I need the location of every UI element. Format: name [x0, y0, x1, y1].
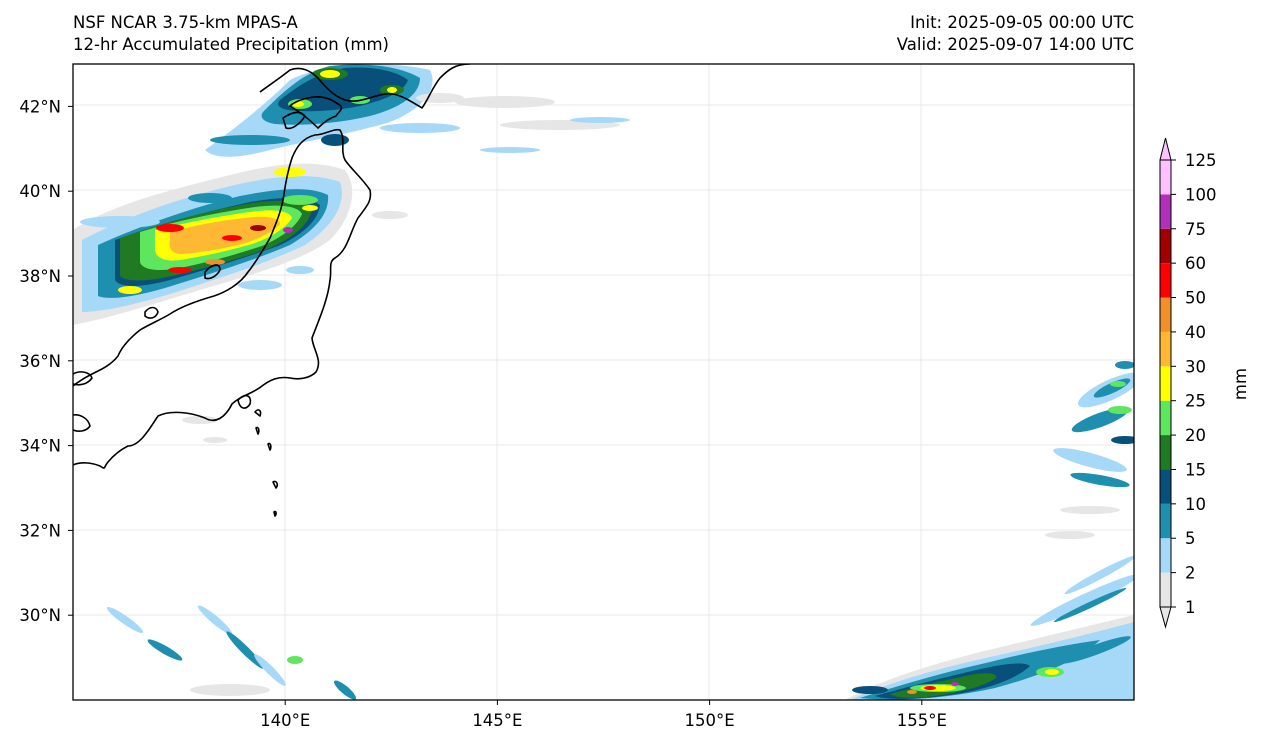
colorbar-swatch — [1160, 194, 1171, 229]
colorbar-swatch — [1160, 503, 1171, 539]
colorbar-tick-label: 5 — [1185, 529, 1196, 548]
colorbar-swatch — [1160, 572, 1171, 607]
colorbar-tick-label: 40 — [1185, 323, 1206, 342]
colorbar-swatch — [1160, 160, 1171, 195]
lat-tick-label: 42°N — [19, 97, 61, 116]
lon-tick-label: 150°E — [685, 711, 735, 730]
colorbar-swatch — [1160, 297, 1171, 332]
precip-north-japan — [73, 163, 408, 325]
colorbar-tick-label: 50 — [1185, 289, 1206, 308]
colorbar-swatch — [1160, 331, 1171, 367]
lon-tick-label: 145°E — [472, 711, 522, 730]
map-frame — [72, 63, 1135, 701]
lat-tick-label: 36°N — [19, 352, 61, 371]
init-time: Init: 2025-09-05 00:00 UTC — [910, 13, 1134, 32]
colorbar-extend-high — [1159, 137, 1172, 161]
longitude-ticks: 140°E 145°E 150°E 155°E — [260, 700, 947, 730]
map-plot-area — [73, 64, 1134, 700]
colorbar-frame — [1159, 159, 1172, 608]
colorbar-swatch — [1160, 435, 1171, 470]
colorbar-tick-label: 1 — [1185, 598, 1196, 617]
colorbar-swatch — [1160, 538, 1171, 573]
colorbar-tick-label: 75 — [1185, 220, 1206, 239]
precip-southeast — [845, 555, 1134, 700]
colorbar-swatch — [1160, 400, 1171, 436]
lat-tick-label: 38°N — [19, 267, 61, 286]
colorbar-swatch — [1160, 366, 1171, 401]
colorbar-tick-label: 100 — [1185, 185, 1217, 204]
lat-tick-label: 30°N — [19, 606, 61, 625]
colorbar-tick-label: 20 — [1185, 426, 1206, 445]
coastlines — [73, 64, 471, 517]
colorbar-tick-label: 60 — [1185, 254, 1206, 273]
map-subtitle: 12-hr Accumulated Precipitation (mm) — [73, 35, 389, 54]
lon-tick-label: 140°E — [260, 711, 310, 730]
colorbar-tick-label: 15 — [1185, 460, 1206, 479]
colorbar-tick-label: 25 — [1185, 392, 1206, 411]
colorbar-tick-label: 30 — [1185, 357, 1206, 376]
colorbar-extend-low — [1159, 606, 1172, 629]
precip-east-edge — [1045, 361, 1134, 539]
precip-hokkaido — [205, 64, 630, 157]
latitude-ticks: 42°N 40°N 38°N 36°N 34°N 32°N 30°N — [19, 97, 73, 625]
lat-tick-label: 40°N — [19, 182, 61, 201]
colorbar-swatch — [1160, 263, 1171, 298]
lat-tick-label: 32°N — [19, 521, 61, 540]
colorbar-unit-label: mm — [1231, 368, 1250, 400]
colorbar-swatch — [1160, 469, 1171, 504]
colorbar-tick-label: 10 — [1185, 495, 1206, 514]
lon-tick-label: 155°E — [897, 711, 947, 730]
lat-tick-label: 34°N — [19, 437, 61, 456]
colorbar-tick-label: 125 — [1185, 151, 1217, 170]
valid-time: Valid: 2025-09-07 14:00 UTC — [896, 35, 1134, 54]
colorbar-tick-label: 2 — [1185, 564, 1196, 583]
precip-southwest — [106, 416, 357, 700]
colorbar-swatch — [1160, 228, 1171, 264]
map-title: NSF NCAR 3.75-km MPAS-A — [73, 13, 298, 32]
